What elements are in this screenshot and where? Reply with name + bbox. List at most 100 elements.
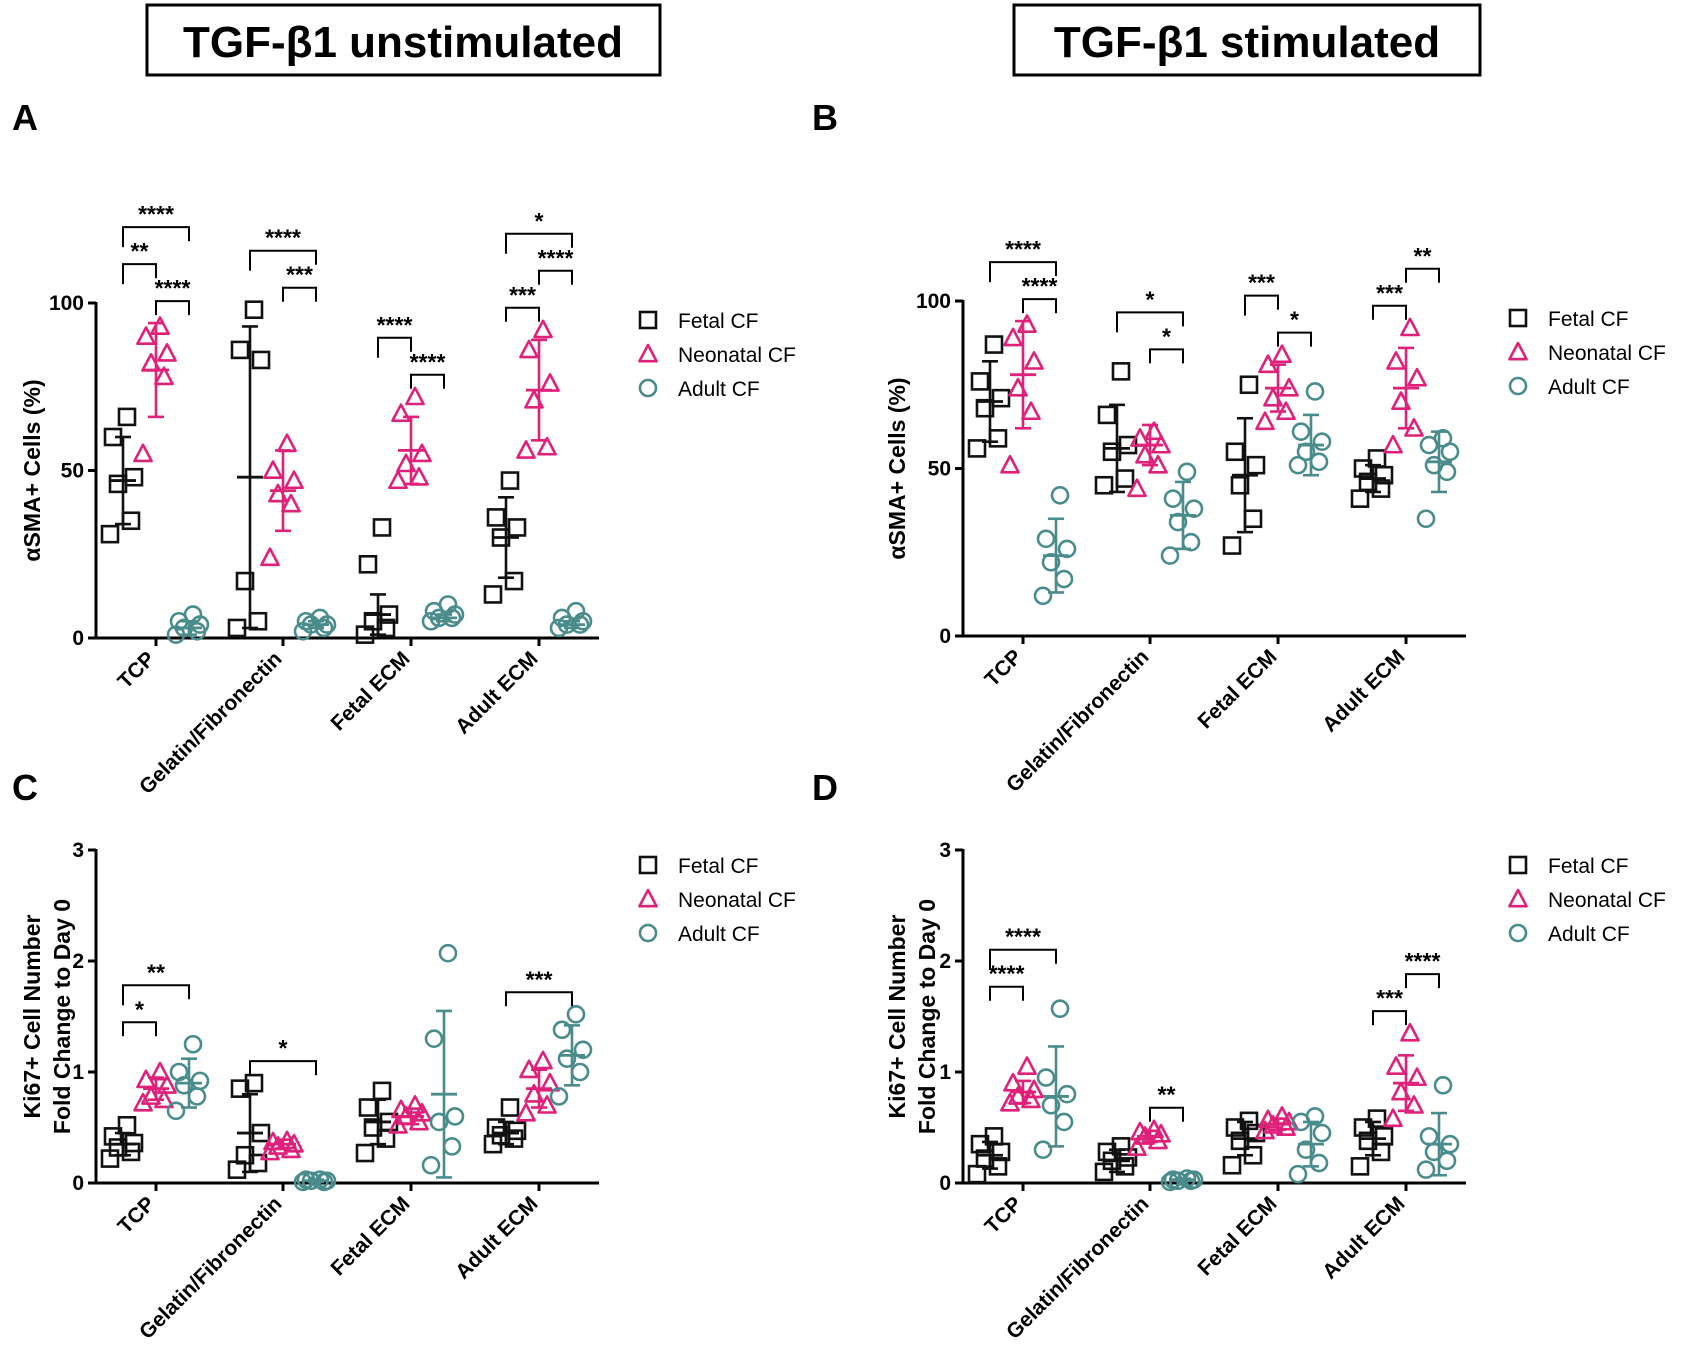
data-point	[1054, 1112, 1074, 1132]
data-point	[1255, 1120, 1275, 1140]
significance-bracket	[377, 336, 412, 358]
legend-marker	[638, 888, 658, 908]
y-axis-label: αSMA+ Cells (%)	[884, 377, 910, 559]
data-point	[1050, 485, 1070, 505]
data-point	[1024, 350, 1044, 370]
y-tick-label: 1	[72, 1061, 84, 1084]
data-point	[121, 511, 141, 531]
x-tick-label: Gelatin/Fibronectin	[1002, 1192, 1154, 1344]
legend-marker	[638, 343, 658, 363]
data-point	[988, 429, 1008, 448]
chart-panel-b: B 0 50 100 αSMA+ Cells (%) TCPGelatin/Fibrone…	[812, 97, 1666, 797]
data-point	[1383, 434, 1403, 454]
significance-bracket	[155, 300, 190, 316]
data-point	[424, 1029, 444, 1048]
significance-bracket	[1149, 348, 1184, 364]
data-point	[1312, 1123, 1332, 1143]
data-point	[1021, 1089, 1041, 1109]
y-axis-label: Fold Change to Day 0	[914, 899, 940, 1134]
significance-label: *	[535, 208, 544, 234]
data-point	[1017, 1056, 1037, 1075]
significance-bracket	[989, 985, 1024, 1001]
data-point	[991, 388, 1011, 408]
x-tick-label: Gelatin/Fibronectin	[135, 647, 287, 799]
data-point	[1111, 362, 1131, 381]
x-tick-label: Fetal ECM	[1193, 1192, 1281, 1280]
data-point	[1305, 1107, 1325, 1126]
data-point	[442, 1137, 462, 1156]
significance-label: **	[147, 959, 165, 985]
data-point	[1127, 1137, 1147, 1156]
significance-bracket	[505, 232, 573, 254]
y-tick-label: 50	[61, 460, 84, 483]
data-point	[281, 493, 301, 513]
significance-label: *	[1146, 286, 1155, 312]
x-tick-label: Fetal ECM	[1193, 645, 1281, 733]
data-point	[372, 1081, 392, 1101]
data-point	[984, 1127, 1004, 1146]
legend-label: Adult CF	[1548, 923, 1630, 946]
legend-label: Adult CF	[1548, 376, 1630, 399]
legend-label: Fetal CF	[678, 310, 759, 333]
data-point	[486, 1118, 506, 1137]
data-point	[486, 508, 506, 527]
chart-panel-d: D 0 1 2 3 Ki67+ Cell Number Fold Change to Day…	[812, 767, 1666, 1344]
legend-label: Fetal CF	[1548, 855, 1629, 878]
data-point	[157, 342, 177, 362]
data-point	[540, 1072, 560, 1092]
data-point	[391, 403, 411, 423]
significance-bracket	[249, 249, 317, 271]
data-point	[1115, 469, 1135, 488]
data-point	[438, 595, 458, 614]
data-point	[1367, 1109, 1387, 1128]
data-point	[1050, 999, 1070, 1019]
y-axis-label: αSMA+ Cells (%)	[19, 379, 45, 561]
data-point	[1054, 569, 1074, 589]
data-point	[1111, 1137, 1131, 1156]
data-point	[1033, 1140, 1053, 1159]
legend: Fetal CF Neonatal CF Adult CF	[638, 855, 796, 946]
data-point	[566, 1004, 586, 1024]
x-tick-label: Adult ECM	[451, 647, 542, 738]
data-point	[260, 1141, 280, 1161]
data-point	[133, 1092, 153, 1112]
data-point	[1230, 475, 1250, 495]
data-point	[1305, 382, 1325, 401]
significance-label: *	[135, 996, 144, 1022]
legend-label: Adult CF	[678, 923, 760, 946]
panel-letter: D	[812, 767, 838, 808]
data-point	[230, 1079, 250, 1098]
significance-bracket	[989, 948, 1057, 970]
significance-label: ****	[155, 275, 191, 301]
data-point	[552, 1020, 572, 1040]
y-tick-label: 100	[49, 292, 84, 315]
y-tick-label: 0	[72, 1172, 84, 1195]
data-point	[557, 1049, 577, 1068]
legend-marker	[1508, 888, 1528, 908]
x-tick-label: TCP	[114, 1192, 160, 1238]
data-point	[1288, 1164, 1308, 1184]
data-point	[154, 366, 174, 386]
data-point	[1097, 405, 1117, 425]
significance-label: ****	[1005, 236, 1041, 262]
data-point	[244, 1073, 264, 1093]
legend-marker	[1508, 855, 1528, 875]
x-tick-label: TCP	[981, 1192, 1027, 1238]
data-point	[1036, 529, 1056, 549]
x-tick-label: Gelatin/Fibronectin	[1002, 645, 1154, 797]
legend-label: Adult CF	[678, 378, 760, 401]
data-point	[1000, 454, 1020, 474]
data-point	[1386, 350, 1406, 370]
data-point	[1433, 1076, 1453, 1095]
significance-bracket	[1116, 311, 1184, 333]
significance-bracket	[505, 306, 540, 322]
data-point	[1003, 1072, 1023, 1092]
data-point	[150, 1061, 170, 1081]
header-right-text: TGF-β1 stimulated	[1054, 18, 1440, 67]
data-point	[1312, 432, 1332, 452]
data-point	[1003, 327, 1023, 347]
significance-bracket	[1405, 267, 1440, 283]
panel-letter: C	[12, 767, 38, 808]
data-point	[984, 335, 1004, 354]
data-point	[504, 571, 524, 591]
